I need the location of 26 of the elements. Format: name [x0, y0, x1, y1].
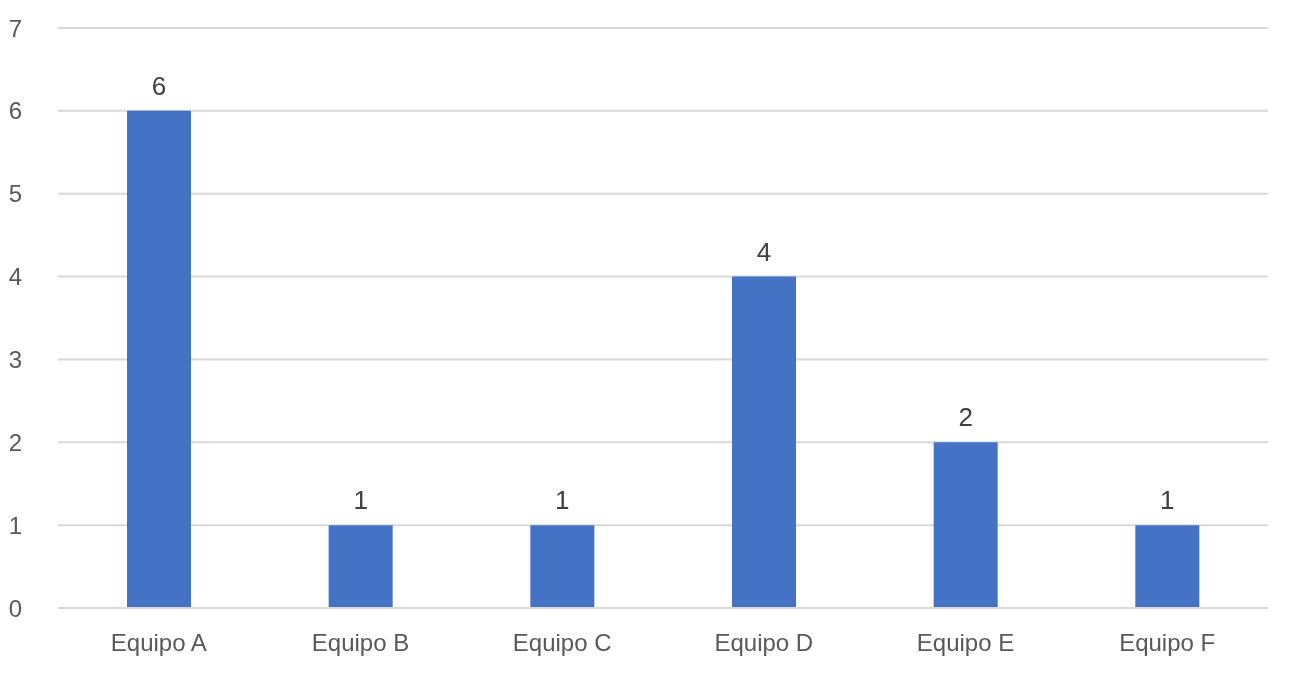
y-tick-label: 0 [8, 594, 22, 622]
y-tick-label: 6 [8, 97, 22, 125]
x-tick-label: Equipo C [512, 629, 612, 657]
data-label: 1 [353, 485, 368, 516]
y-tick-label: 5 [8, 180, 22, 208]
data-label: 4 [756, 236, 772, 267]
y-tick-label: 4 [8, 263, 22, 291]
y-tick-label: 1 [8, 511, 22, 539]
bar [530, 525, 595, 608]
x-tick-label: Equipo B [311, 629, 410, 657]
bar [1135, 525, 1200, 608]
y-tick-label: 7 [8, 14, 22, 42]
bar [127, 110, 191, 608]
data-label: 1 [555, 485, 570, 516]
bar [328, 525, 393, 608]
y-tick-label: 2 [8, 428, 22, 456]
bar [732, 276, 796, 608]
x-tick-label: Equipo A [110, 629, 207, 657]
data-label: 6 [151, 70, 167, 101]
data-label: 1 [1160, 485, 1175, 516]
bar [933, 442, 998, 608]
x-tick-label: Equipo D [714, 629, 814, 657]
x-tick-label: Equipo E [916, 629, 1015, 657]
x-tick-label: Equipo F [1119, 629, 1216, 657]
y-tick-label: 3 [8, 345, 22, 373]
data-label: 2 [958, 402, 973, 433]
